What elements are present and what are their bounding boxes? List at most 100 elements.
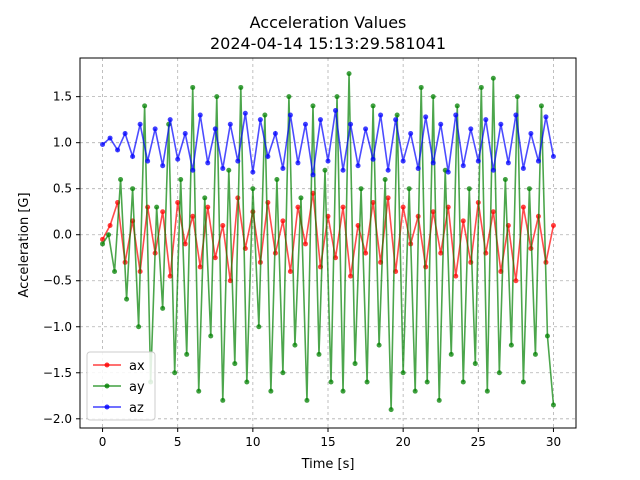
- data-point-ay: [520, 379, 526, 385]
- y-tick-label: −0.5: [43, 274, 72, 288]
- data-point-ay: [538, 103, 544, 109]
- y-tick-label: −1.0: [43, 320, 72, 334]
- data-point-ay: [334, 94, 340, 100]
- data-point-az: [333, 107, 339, 113]
- data-point-ay: [466, 186, 472, 192]
- data-point-ay: [160, 305, 166, 311]
- data-point-ax: [513, 278, 519, 284]
- data-point-az: [235, 158, 241, 164]
- data-point-az: [498, 121, 504, 127]
- data-point-az: [280, 165, 286, 171]
- data-point-az: [460, 163, 466, 169]
- data-point-az: [265, 153, 271, 159]
- data-point-az: [445, 169, 451, 175]
- data-point-ay: [490, 75, 496, 81]
- data-point-ay: [364, 379, 370, 385]
- y-tick-label: −2.0: [43, 412, 72, 426]
- data-point-az: [355, 163, 361, 169]
- data-point-ay: [436, 397, 442, 403]
- data-point-ay: [232, 361, 238, 367]
- data-point-ay: [352, 361, 358, 367]
- data-point-az: [385, 167, 391, 173]
- data-point-az: [130, 153, 136, 159]
- data-point-az: [302, 121, 308, 127]
- legend-marker-ay: [104, 383, 110, 389]
- data-point-az: [317, 117, 323, 123]
- data-point-ay: [394, 112, 400, 118]
- legend: ax ay az: [86, 351, 156, 421]
- y-tick-label: 0.0: [53, 228, 72, 242]
- data-point-ax: [287, 269, 293, 275]
- data-point-az: [363, 126, 369, 132]
- data-point-az: [468, 126, 474, 132]
- data-point-ay: [298, 195, 304, 201]
- data-point-ay: [154, 204, 160, 210]
- data-point-ay: [484, 388, 490, 394]
- data-point-az: [378, 112, 384, 118]
- data-point-az: [167, 117, 173, 123]
- data-point-ay: [274, 176, 280, 182]
- data-point-az: [250, 169, 256, 175]
- data-point-ay: [508, 342, 514, 348]
- data-point-ay: [202, 195, 208, 201]
- data-point-az: [348, 121, 354, 127]
- data-point-ax: [182, 241, 188, 247]
- data-point-az: [370, 156, 376, 162]
- data-point-az: [137, 121, 143, 127]
- data-point-az: [423, 114, 429, 120]
- data-point-az: [438, 121, 444, 127]
- data-point-ay: [136, 324, 142, 330]
- data-point-ax: [438, 250, 444, 256]
- data-point-az: [310, 172, 316, 178]
- data-point-az: [115, 147, 121, 153]
- data-point-az: [257, 117, 263, 123]
- data-point-ax: [370, 200, 376, 205]
- data-point-ay: [310, 103, 316, 109]
- legend-label-ay: ay: [129, 380, 145, 395]
- data-point-ay: [328, 379, 334, 385]
- data-point-ax: [197, 264, 203, 270]
- x-tick-label: 15: [320, 435, 335, 449]
- data-point-az: [160, 163, 166, 169]
- data-point-ay: [430, 94, 436, 100]
- data-point-az: [483, 117, 489, 123]
- data-point-ax: [348, 273, 354, 279]
- data-point-ay: [460, 379, 466, 385]
- data-point-ay: [502, 176, 508, 182]
- data-point-ax: [385, 195, 391, 201]
- data-point-ax: [302, 241, 308, 247]
- data-point-ax: [205, 204, 211, 210]
- data-point-ay: [286, 94, 292, 100]
- data-point-az: [535, 158, 541, 164]
- data-point-ay: [118, 176, 124, 182]
- data-point-ax: [220, 223, 226, 229]
- data-point-ay: [262, 112, 268, 118]
- data-point-ay: [124, 296, 130, 302]
- data-point-az: [393, 117, 399, 123]
- y-tick-label: 1.5: [53, 90, 72, 104]
- data-point-az: [543, 114, 549, 120]
- data-point-ay: [256, 324, 262, 330]
- y-axis-label: Acceleration [G]: [17, 192, 32, 297]
- data-point-ay: [424, 379, 430, 385]
- x-tick-label: 0: [99, 435, 107, 449]
- y-tick-label: 1.0: [53, 136, 72, 150]
- x-axis-label: Time [s]: [301, 457, 355, 472]
- data-point-ay: [226, 167, 232, 173]
- data-point-az: [295, 160, 301, 166]
- data-point-ay: [106, 232, 112, 238]
- data-point-az: [550, 153, 556, 159]
- data-point-ay: [280, 370, 286, 376]
- data-point-az: [182, 130, 188, 136]
- data-point-ay: [370, 103, 376, 109]
- data-point-az: [325, 158, 331, 164]
- data-point-az: [408, 130, 414, 136]
- data-point-ay: [412, 388, 418, 394]
- data-point-ay: [178, 176, 184, 182]
- data-point-ax: [160, 209, 166, 215]
- data-point-ax: [190, 213, 196, 219]
- data-point-ay: [304, 397, 310, 403]
- data-point-ay: [544, 333, 550, 339]
- data-point-ay: [316, 351, 322, 357]
- data-point-ay: [208, 333, 214, 339]
